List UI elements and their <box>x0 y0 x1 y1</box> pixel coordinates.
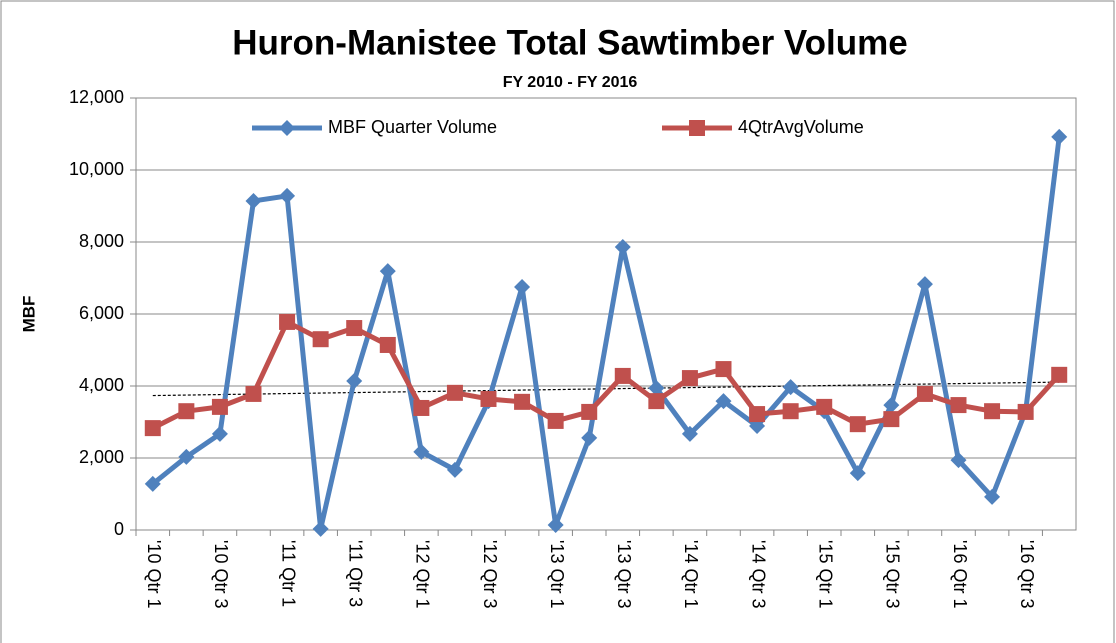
data-point <box>245 385 262 402</box>
y-axis-label: MBF <box>19 296 38 333</box>
data-point <box>480 390 497 407</box>
data-point <box>178 403 195 420</box>
data-point <box>581 403 598 420</box>
data-point <box>379 336 396 353</box>
data-point <box>950 397 967 414</box>
data-point <box>279 313 296 330</box>
x-tick-label: '16 Qtr 3 <box>1017 540 1037 608</box>
x-tick-label: '14 Qtr 1 <box>681 540 701 608</box>
data-point <box>211 425 228 442</box>
x-tick-label: '12 Qtr 3 <box>480 540 500 608</box>
data-point <box>782 403 799 420</box>
data-point <box>782 379 799 396</box>
data-point <box>1051 128 1068 145</box>
data-point <box>547 516 564 533</box>
data-point <box>816 398 833 415</box>
data-point <box>211 398 228 415</box>
data-point <box>279 187 296 204</box>
data-point <box>749 406 766 423</box>
x-tick-label: '12 Qtr 1 <box>413 540 433 608</box>
chart-subtitle: FY 2010 - FY 2016 <box>503 74 638 91</box>
data-point <box>446 384 463 401</box>
data-point <box>614 239 631 256</box>
data-point <box>715 393 732 410</box>
data-point <box>312 331 329 348</box>
data-point <box>581 429 598 446</box>
data-point <box>1017 403 1034 420</box>
x-tick-label: '11 Qtr 1 <box>278 540 298 607</box>
data-point <box>883 411 900 428</box>
y-tick-label: 10,000 <box>69 159 124 179</box>
legend-marker <box>279 120 295 136</box>
legend-label: 4QtrAvgVolume <box>738 117 864 137</box>
x-tick-label: '10 Qtr 1 <box>144 540 164 608</box>
y-tick-label: 12,000 <box>69 87 124 107</box>
data-point <box>346 372 363 389</box>
data-point <box>648 380 665 397</box>
x-tick-label: '10 Qtr 3 <box>211 540 231 608</box>
data-point <box>614 367 631 384</box>
data-point <box>1051 366 1068 383</box>
y-tick-label: 0 <box>114 519 124 539</box>
y-tick-label: 4,000 <box>79 375 124 395</box>
data-point <box>681 370 698 387</box>
data-point <box>346 320 363 337</box>
series-line <box>151 136 1062 532</box>
y-tick-label: 2,000 <box>79 447 124 467</box>
data-point <box>547 412 564 429</box>
data-point <box>715 361 732 378</box>
x-tick-label: '13 Qtr 3 <box>614 540 634 608</box>
data-point <box>916 276 933 293</box>
x-tick-label: '15 Qtr 3 <box>883 540 903 608</box>
data-point <box>883 397 900 414</box>
data-point <box>950 452 967 469</box>
data-point <box>245 192 262 209</box>
x-tick-label: '14 Qtr 3 <box>748 540 768 608</box>
legend-label: MBF Quarter Volume <box>328 117 497 137</box>
legend-marker <box>689 120 705 136</box>
data-point <box>849 465 866 482</box>
data-point <box>446 461 463 478</box>
x-tick-label: '11 Qtr 3 <box>345 540 365 607</box>
data-point <box>984 403 1001 420</box>
data-point <box>514 279 531 295</box>
y-tick-label: 6,000 <box>79 303 124 323</box>
data-point <box>648 393 665 410</box>
x-tick-label: '13 Qtr 1 <box>547 540 567 608</box>
data-point <box>916 385 933 402</box>
data-point <box>312 520 329 537</box>
series-line <box>151 319 1062 431</box>
chart-title: Huron-Manistee Total Sawtimber Volume <box>232 23 907 62</box>
data-point <box>413 399 430 416</box>
data-point <box>144 420 161 437</box>
data-point <box>984 488 1001 505</box>
data-point <box>849 416 866 433</box>
data-point <box>379 263 396 280</box>
x-tick-label: '16 Qtr 1 <box>950 540 970 608</box>
trendline <box>152 381 1060 397</box>
data-point <box>514 393 531 410</box>
data-point <box>681 425 698 442</box>
data-point <box>178 448 195 465</box>
y-tick-label: 8,000 <box>79 231 124 251</box>
data-point <box>413 443 430 460</box>
x-tick-label: '15 Qtr 1 <box>815 540 835 608</box>
data-point <box>144 475 161 492</box>
